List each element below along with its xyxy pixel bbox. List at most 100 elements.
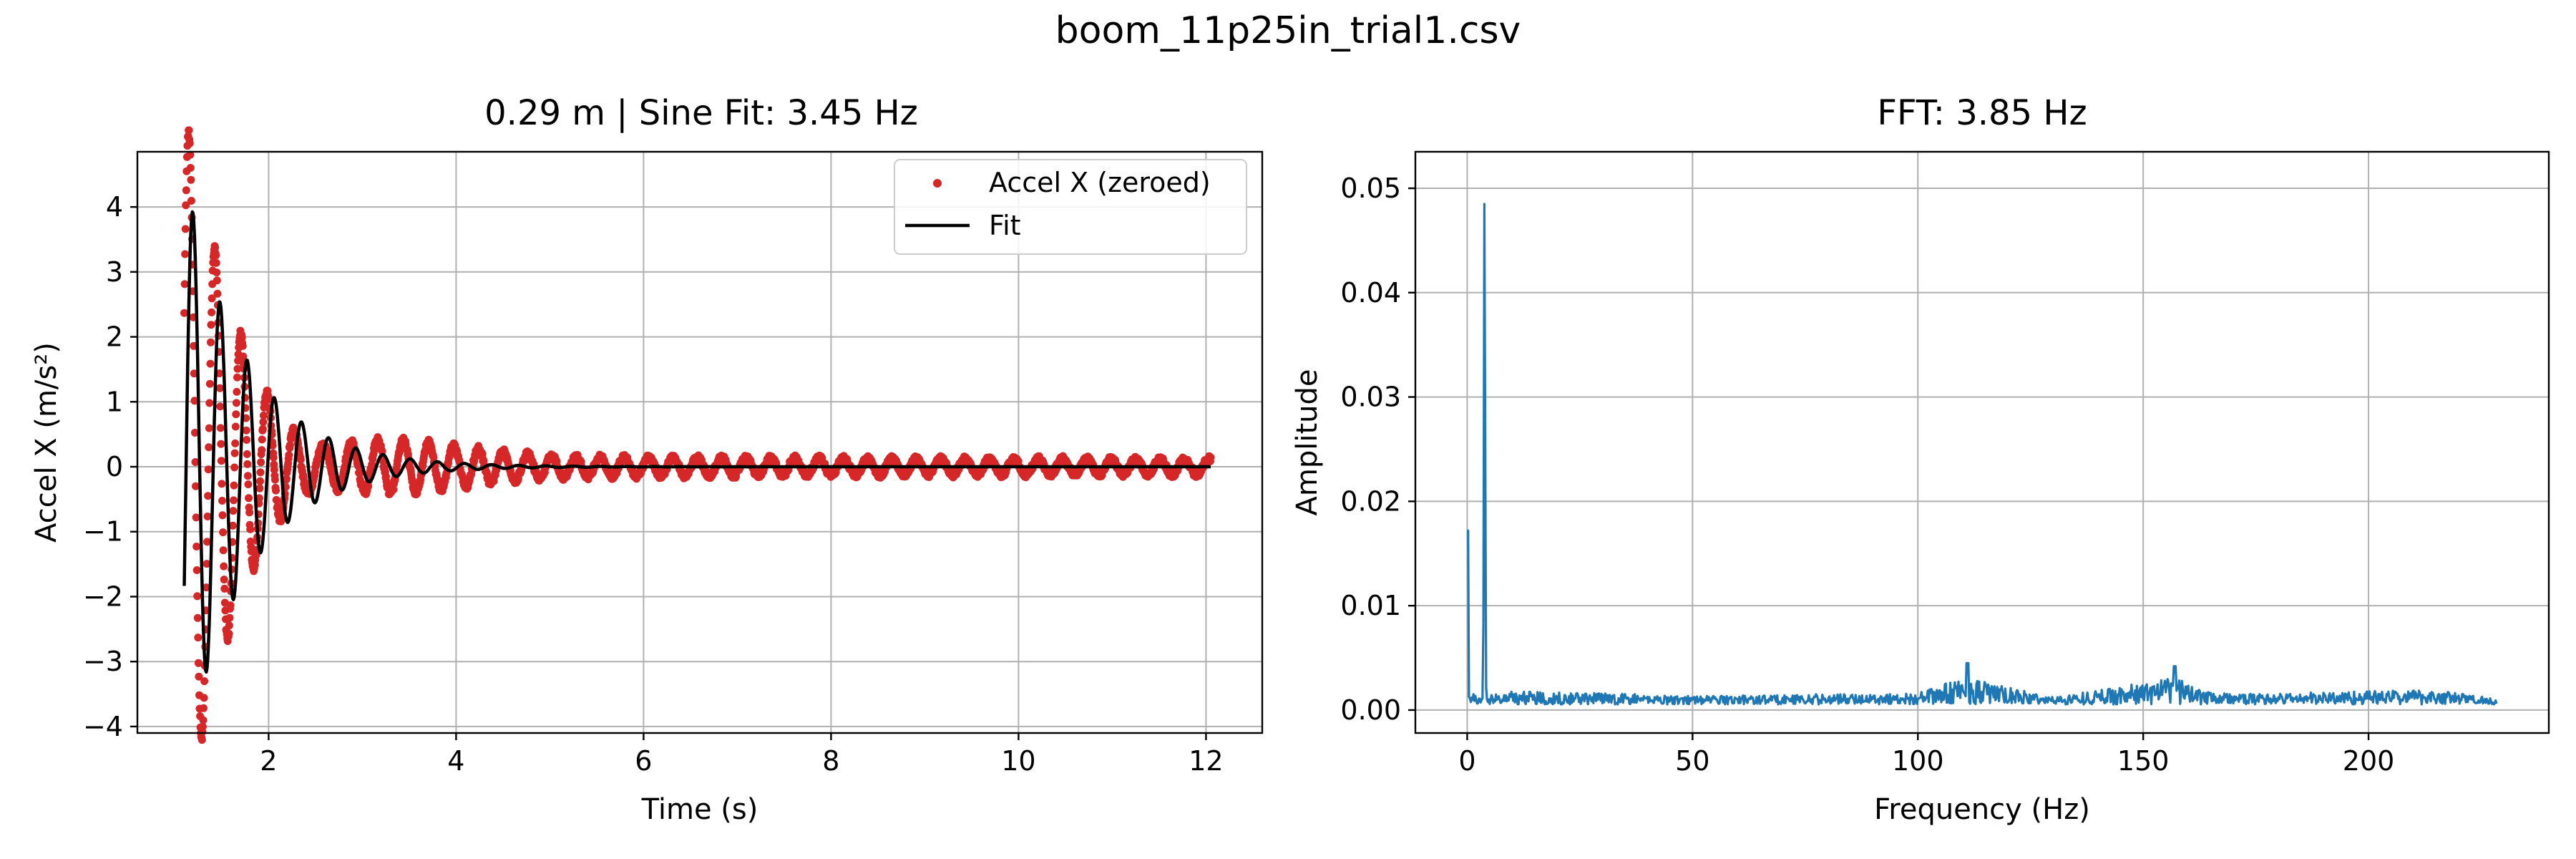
- scatter-point: [296, 455, 305, 464]
- scatter-point: [212, 251, 220, 260]
- time-series-y-tick-label: −1: [83, 516, 123, 548]
- fft-x-tick-label: 200: [2343, 745, 2395, 777]
- scatter-point: [198, 722, 207, 731]
- scatter-point: [409, 477, 416, 485]
- scatter-point: [200, 694, 208, 702]
- scatter-point: [225, 629, 233, 638]
- fit-line-series: [182, 210, 1212, 674]
- scatter-point: [378, 447, 386, 455]
- scatter-point: [256, 468, 265, 477]
- scatter-point: [231, 422, 240, 431]
- scatter-point: [192, 566, 201, 574]
- scatter-point: [220, 562, 228, 571]
- scatter-point: [195, 672, 203, 681]
- time-series-y-tick-label: 2: [106, 321, 123, 353]
- scatter-point: [204, 465, 213, 474]
- scatter-point: [220, 584, 229, 593]
- scatter-point: [220, 576, 228, 584]
- legend-label-fit: Fit: [989, 210, 1021, 241]
- scatter-point: [225, 621, 233, 630]
- scatter-point: [286, 441, 294, 450]
- scatter-point: [193, 613, 202, 622]
- scatter-point: [354, 462, 363, 470]
- scatter-point: [187, 175, 195, 184]
- scatter-point: [230, 496, 238, 505]
- time-series-panel: 0.29 m | Sine Fit: 3.45 Hz 2 4 6 8 10 12 −4−3…: [30, 93, 1264, 826]
- fft-title: FFT: 3.85 Hz: [1877, 93, 2087, 133]
- scatter-point: [268, 441, 277, 450]
- scatter-point: [208, 294, 216, 303]
- scatter-point: [233, 364, 242, 373]
- time-series-x-tick-label: 2: [260, 745, 277, 777]
- scatter-point: [190, 341, 198, 350]
- scatter-point: [203, 560, 211, 568]
- scatter-point: [215, 369, 224, 378]
- scatter-point: [243, 472, 252, 480]
- scatter-point: [229, 507, 238, 515]
- scatter-point: [218, 480, 226, 488]
- time-series-x-tick-label: 12: [1189, 745, 1223, 777]
- scatter-point: [356, 469, 364, 477]
- time-series-y-tick-label: 4: [106, 191, 123, 223]
- scatter-point: [230, 463, 239, 472]
- scatter-point: [217, 457, 225, 465]
- scatter-point: [181, 250, 190, 258]
- scatter-point: [246, 525, 255, 533]
- scatter-point: [213, 276, 221, 285]
- scatter-point: [205, 379, 214, 388]
- scatter-point: [203, 513, 212, 520]
- scatter-point: [256, 477, 264, 485]
- fft-x-tick-label: 100: [1892, 745, 1944, 777]
- scatter-point: [207, 321, 215, 329]
- scatter-point: [193, 592, 202, 601]
- fft-y-tick-label: 0.03: [1340, 382, 1401, 413]
- scatter-point: [232, 410, 240, 419]
- legend-frame: [894, 159, 1247, 255]
- scatter-point: [259, 411, 268, 419]
- time-series-y-ticks: −4 −3 −2 −1 0 1 2 3 4: [83, 191, 137, 742]
- time-series-x-tick-label: 10: [1001, 745, 1035, 777]
- time-series-plot-frame: [136, 150, 1264, 734]
- accel-scatter-series: [180, 126, 1215, 744]
- scatter-point: [232, 399, 240, 407]
- scatter-point: [272, 486, 280, 495]
- scatter-point: [242, 426, 250, 435]
- figure-title: boom_11p25in_trial1.csv: [1055, 9, 1521, 52]
- time-series-y-tick-label: 1: [106, 386, 123, 417]
- fft-y-tick-label: 0.05: [1340, 173, 1401, 204]
- scatter-point: [244, 480, 253, 489]
- scatter-point: [204, 492, 213, 500]
- fft-line: [1467, 203, 2498, 706]
- scatter-point: [192, 543, 201, 550]
- fit-line: [182, 210, 1212, 674]
- time-series-y-tick-label: −2: [83, 581, 123, 612]
- scatter-point: [185, 126, 193, 135]
- scatter-point: [206, 359, 215, 368]
- scatter-point: [185, 139, 194, 147]
- scatter-point: [270, 475, 279, 484]
- scatter-point: [182, 186, 190, 195]
- scatter-point: [282, 475, 291, 483]
- fft-x-axis-label: Frequency (Hz): [1874, 793, 2090, 826]
- time-series-x-tick-label: 6: [635, 745, 652, 777]
- scatter-point: [200, 704, 208, 712]
- scatter-point: [194, 634, 203, 642]
- scatter-point: [194, 659, 203, 667]
- scatter-point: [205, 399, 214, 407]
- scatter-point: [180, 309, 188, 317]
- time-series-title: 0.29 m | Sine Fit: 3.45 Hz: [484, 93, 918, 133]
- scatter-point: [228, 521, 237, 530]
- scatter-point: [389, 485, 398, 494]
- scatter-point: [257, 458, 265, 467]
- scatter-point: [207, 338, 215, 346]
- scatter-point: [258, 446, 266, 455]
- scatter-point: [243, 460, 252, 468]
- scatter-point: [203, 538, 211, 546]
- scatter-point: [217, 440, 225, 448]
- fft-line-series: [1467, 203, 2498, 706]
- scatter-point: [205, 424, 213, 432]
- time-series-y-tick-label: −4: [83, 711, 123, 742]
- scatter-point: [258, 424, 267, 433]
- fft-panel: FFT: 3.85 Hz 0 50 100 150 200 0.000.010.020.…: [1291, 93, 2550, 826]
- fft-x-ticks: 0 50 100 150 200: [1458, 733, 2394, 777]
